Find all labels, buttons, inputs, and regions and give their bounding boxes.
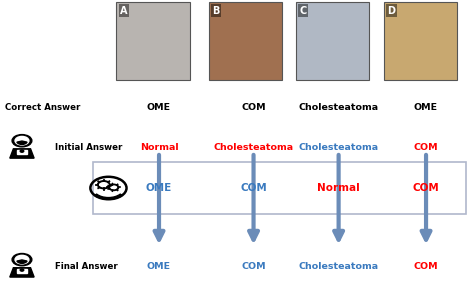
Text: A: A [120, 6, 128, 16]
Text: OME: OME [147, 103, 171, 112]
Text: Cholesteatoma: Cholesteatoma [299, 262, 379, 271]
Text: COM: COM [241, 262, 266, 271]
Text: Cholesteatoma: Cholesteatoma [299, 103, 379, 112]
Text: COM: COM [414, 262, 438, 271]
Polygon shape [10, 268, 34, 277]
Text: D: D [387, 6, 395, 16]
Text: COM: COM [413, 183, 439, 193]
Text: Cholesteatoma: Cholesteatoma [213, 143, 293, 152]
Polygon shape [17, 150, 27, 154]
Text: COM: COM [241, 103, 266, 112]
Circle shape [12, 135, 32, 147]
Text: Initial Answer: Initial Answer [55, 143, 122, 152]
Text: OME: OME [147, 262, 171, 271]
Circle shape [15, 255, 29, 264]
Wedge shape [95, 194, 122, 199]
FancyBboxPatch shape [383, 2, 457, 80]
Circle shape [20, 269, 24, 271]
Text: OME: OME [146, 183, 172, 193]
Wedge shape [17, 260, 27, 263]
Text: Normal: Normal [140, 143, 178, 152]
Circle shape [12, 253, 32, 266]
Text: Normal: Normal [317, 183, 360, 193]
FancyBboxPatch shape [117, 2, 190, 80]
Text: Correct Answer: Correct Answer [5, 103, 81, 112]
Text: OME: OME [414, 103, 438, 112]
Text: COM: COM [414, 143, 438, 152]
Wedge shape [17, 141, 27, 144]
Circle shape [20, 150, 24, 152]
Text: Final Answer: Final Answer [55, 262, 118, 271]
FancyBboxPatch shape [296, 2, 369, 80]
Polygon shape [17, 269, 27, 273]
Text: B: B [212, 6, 220, 16]
FancyBboxPatch shape [209, 2, 282, 80]
Text: C: C [300, 6, 307, 16]
Circle shape [15, 136, 29, 145]
Text: Cholesteatoma: Cholesteatoma [299, 143, 379, 152]
Polygon shape [10, 149, 34, 158]
FancyBboxPatch shape [93, 162, 466, 214]
Text: COM: COM [240, 183, 267, 193]
